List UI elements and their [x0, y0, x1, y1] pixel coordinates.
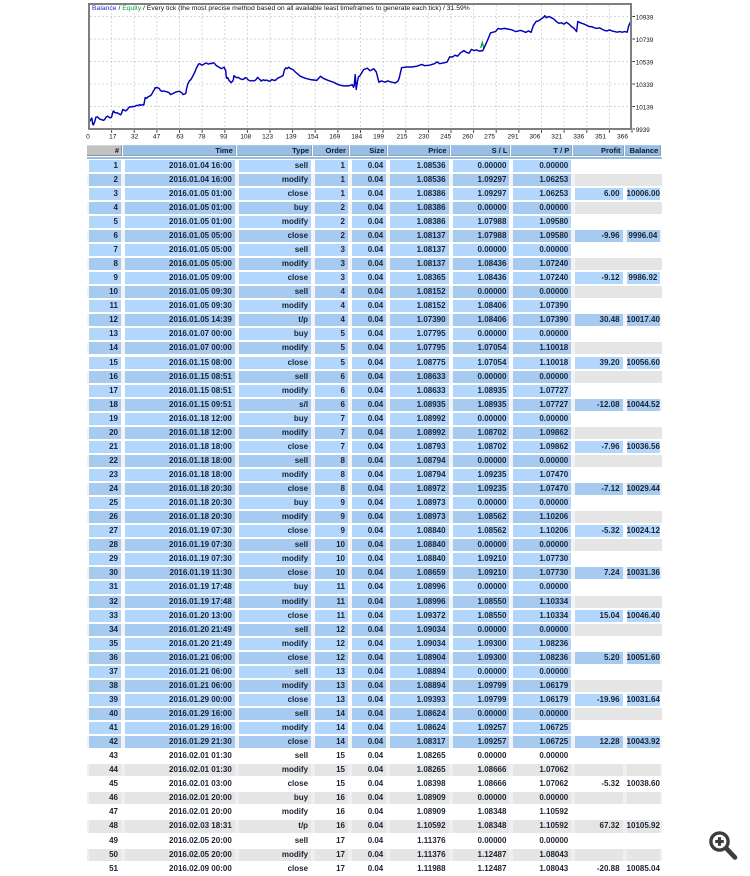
svg-text:366: 366: [617, 133, 628, 140]
svg-text:10139: 10139: [636, 104, 654, 111]
svg-text:78: 78: [198, 133, 206, 140]
svg-text:10939: 10939: [636, 14, 654, 21]
svg-text:306: 306: [529, 133, 540, 140]
svg-text:169: 169: [329, 133, 340, 140]
svg-text:154: 154: [307, 133, 318, 140]
svg-text:291: 291: [507, 133, 518, 140]
svg-text:215: 215: [396, 133, 407, 140]
svg-text:47: 47: [153, 133, 161, 140]
svg-text:184: 184: [351, 133, 362, 140]
svg-text:32: 32: [131, 133, 139, 140]
svg-text:93: 93: [220, 133, 228, 140]
svg-text:10339: 10339: [636, 82, 654, 89]
svg-text:275: 275: [484, 133, 495, 140]
svg-text:63: 63: [176, 133, 184, 140]
svg-text:10539: 10539: [636, 59, 654, 66]
svg-text:245: 245: [440, 133, 451, 140]
svg-text:199: 199: [373, 133, 384, 140]
svg-text:321: 321: [551, 133, 562, 140]
svg-text:108: 108: [240, 133, 251, 140]
svg-text:10739: 10739: [636, 37, 654, 44]
svg-text:139: 139: [285, 133, 296, 140]
svg-text:260: 260: [462, 133, 473, 140]
svg-text:9939: 9939: [636, 127, 651, 134]
svg-text:230: 230: [418, 133, 429, 140]
svg-text:17: 17: [109, 133, 117, 140]
svg-text:0: 0: [86, 133, 90, 140]
svg-text:123: 123: [262, 133, 273, 140]
svg-text:351: 351: [595, 133, 606, 140]
svg-text:336: 336: [573, 133, 584, 140]
